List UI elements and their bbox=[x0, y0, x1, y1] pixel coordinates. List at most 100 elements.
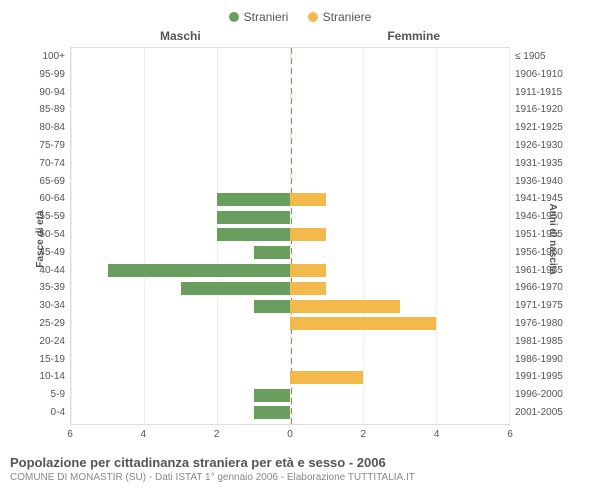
male-bar bbox=[108, 264, 291, 277]
age-label: 95-99 bbox=[23, 66, 71, 84]
age-label: 15-19 bbox=[23, 351, 71, 369]
chart-subtitle: COMUNE DI MONASTIR (SU) - Dati ISTAT 1° … bbox=[10, 472, 590, 483]
birth-year-label: 1956-1960 bbox=[509, 244, 577, 262]
age-row: 60-641941-1945 bbox=[71, 190, 509, 208]
age-label: 50-54 bbox=[23, 226, 71, 244]
male-bar bbox=[217, 228, 290, 241]
age-row: 55-591946-1950 bbox=[71, 208, 509, 226]
birth-year-label: 1986-1990 bbox=[509, 351, 577, 369]
age-label: 70-74 bbox=[23, 155, 71, 173]
birth-year-label: 2001-2005 bbox=[509, 404, 577, 422]
age-label: 90-94 bbox=[23, 84, 71, 102]
birth-year-label: 1976-1980 bbox=[509, 315, 577, 333]
pyramid-chart: Maschi Femmine Fasce di età Anni di nasc… bbox=[10, 29, 590, 449]
age-label: 45-49 bbox=[23, 244, 71, 262]
age-row: 75-791926-1930 bbox=[71, 137, 509, 155]
birth-year-label: 1991-1995 bbox=[509, 368, 577, 386]
birth-year-label: 1911-1915 bbox=[509, 84, 577, 102]
legend-male-dot bbox=[229, 12, 239, 22]
age-label: 80-84 bbox=[23, 119, 71, 137]
age-label: 55-59 bbox=[23, 208, 71, 226]
age-label: 0-4 bbox=[23, 404, 71, 422]
age-row: 50-541951-1955 bbox=[71, 226, 509, 244]
legend-male-label: Stranieri bbox=[244, 10, 289, 24]
female-bar bbox=[290, 264, 326, 277]
legend-female-dot bbox=[308, 12, 318, 22]
male-column-header: Maschi bbox=[160, 29, 201, 43]
age-row: 30-341971-1975 bbox=[71, 297, 509, 315]
age-row: 70-741931-1935 bbox=[71, 155, 509, 173]
age-row: 40-441961-1965 bbox=[71, 262, 509, 280]
female-bar bbox=[290, 300, 400, 313]
age-row: 45-491956-1960 bbox=[71, 244, 509, 262]
age-row: 5-91996-2000 bbox=[71, 386, 509, 404]
male-bar bbox=[217, 193, 290, 206]
male-bar bbox=[254, 246, 290, 259]
x-axis: 6 4 2 0 2 4 6 bbox=[70, 429, 510, 445]
age-label: 40-44 bbox=[23, 262, 71, 280]
female-bar bbox=[290, 193, 326, 206]
birth-year-label: 1931-1935 bbox=[509, 155, 577, 173]
age-row: 90-941911-1915 bbox=[71, 84, 509, 102]
age-row: 20-241981-1985 bbox=[71, 333, 509, 351]
age-row: 80-841921-1925 bbox=[71, 119, 509, 137]
age-row: 25-291976-1980 bbox=[71, 315, 509, 333]
age-label: 10-14 bbox=[23, 368, 71, 386]
age-row: 10-141991-1995 bbox=[71, 368, 509, 386]
age-label: 25-29 bbox=[23, 315, 71, 333]
x-tick-label: 0 bbox=[287, 429, 293, 440]
birth-year-label: 1936-1940 bbox=[509, 173, 577, 191]
birth-year-label: 1921-1925 bbox=[509, 119, 577, 137]
age-row: 15-191986-1990 bbox=[71, 351, 509, 369]
x-tick-label: 6 bbox=[507, 429, 513, 440]
chart-title: Popolazione per cittadinanza straniera p… bbox=[10, 455, 590, 470]
birth-year-label: 1951-1955 bbox=[509, 226, 577, 244]
legend-female: Straniere bbox=[308, 10, 372, 24]
age-label: 35-39 bbox=[23, 279, 71, 297]
legend-female-label: Straniere bbox=[323, 10, 372, 24]
birth-year-label: 1926-1930 bbox=[509, 137, 577, 155]
x-tick-label: 4 bbox=[434, 429, 440, 440]
x-tick-label: 2 bbox=[214, 429, 220, 440]
birth-year-label: 1966-1970 bbox=[509, 279, 577, 297]
age-row: 95-991906-1910 bbox=[71, 66, 509, 84]
birth-year-label: 1941-1945 bbox=[509, 190, 577, 208]
female-column-header: Femmine bbox=[387, 29, 440, 43]
age-label: 60-64 bbox=[23, 190, 71, 208]
birth-year-label: 1916-1920 bbox=[509, 101, 577, 119]
birth-year-label: 1971-1975 bbox=[509, 297, 577, 315]
age-row: 65-691936-1940 bbox=[71, 173, 509, 191]
x-tick-label: 6 bbox=[67, 429, 73, 440]
birth-year-label: ≤ 1905 bbox=[509, 48, 577, 66]
x-tick-label: 2 bbox=[361, 429, 367, 440]
male-bar bbox=[217, 211, 290, 224]
age-row: 85-891916-1920 bbox=[71, 101, 509, 119]
age-label: 30-34 bbox=[23, 297, 71, 315]
birth-year-label: 1996-2000 bbox=[509, 386, 577, 404]
x-tick-label: 4 bbox=[141, 429, 147, 440]
male-bar bbox=[254, 389, 290, 402]
age-label: 100+ bbox=[23, 48, 71, 66]
female-bar bbox=[290, 371, 363, 384]
plot-area: 100+≤ 190595-991906-191090-941911-191585… bbox=[70, 47, 510, 425]
female-bar bbox=[290, 317, 436, 330]
birth-year-label: 1946-1950 bbox=[509, 208, 577, 226]
age-label: 65-69 bbox=[23, 173, 71, 191]
age-label: 85-89 bbox=[23, 101, 71, 119]
age-label: 20-24 bbox=[23, 333, 71, 351]
male-bar bbox=[254, 300, 290, 313]
age-label: 75-79 bbox=[23, 137, 71, 155]
female-bar bbox=[290, 228, 326, 241]
male-bar bbox=[181, 282, 291, 295]
age-row: 35-391966-1970 bbox=[71, 279, 509, 297]
age-row: 100+≤ 1905 bbox=[71, 48, 509, 66]
age-label: 5-9 bbox=[23, 386, 71, 404]
birth-year-label: 1906-1910 bbox=[509, 66, 577, 84]
legend-male: Stranieri bbox=[229, 10, 289, 24]
birth-year-label: 1981-1985 bbox=[509, 333, 577, 351]
legend: Stranieri Straniere bbox=[10, 10, 590, 25]
birth-year-label: 1961-1965 bbox=[509, 262, 577, 280]
age-row: 0-42001-2005 bbox=[71, 404, 509, 422]
female-bar bbox=[290, 282, 326, 295]
male-bar bbox=[254, 406, 290, 419]
